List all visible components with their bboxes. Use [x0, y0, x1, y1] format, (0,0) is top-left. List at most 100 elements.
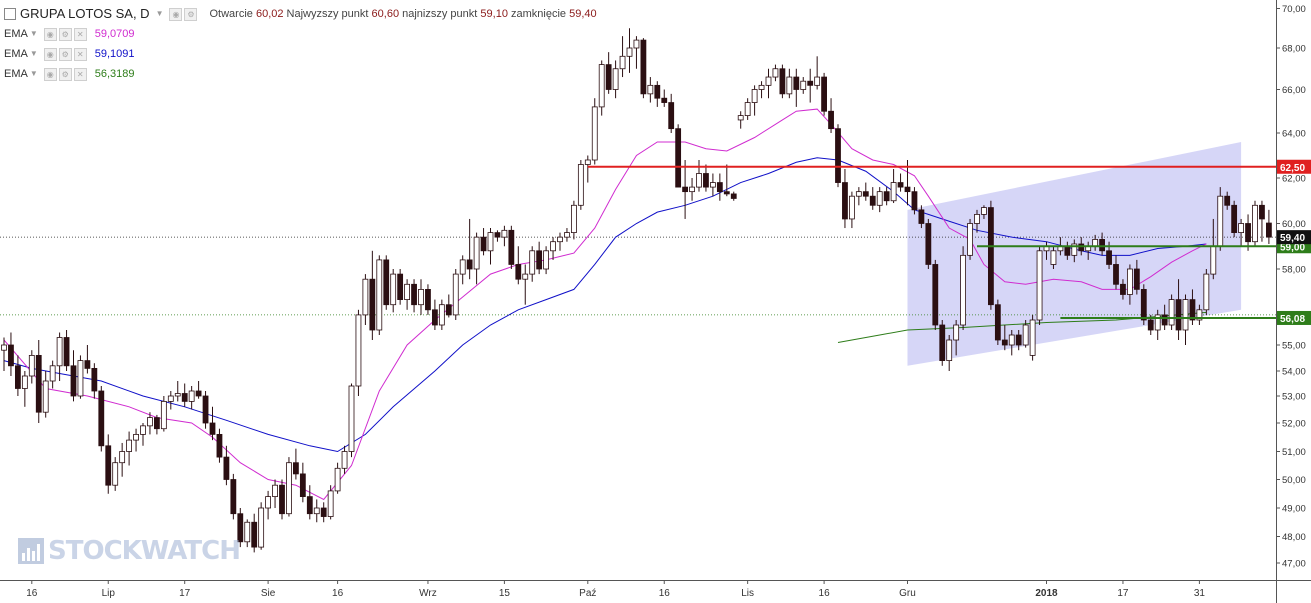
candle	[376, 255, 383, 335]
visibility-icon[interactable]: ◉	[43, 47, 57, 61]
ema-name[interactable]: EMA	[4, 28, 28, 40]
low-label: najnizszy punkt	[402, 8, 478, 20]
chevron-down-icon[interactable]: ▼	[29, 29, 38, 38]
candle	[383, 255, 390, 310]
level-price-tag-bg	[1277, 159, 1311, 174]
candle	[35, 340, 42, 423]
candle-body	[1064, 245, 1071, 256]
candle-body	[251, 521, 258, 548]
visibility-icon[interactable]: ◉	[43, 67, 57, 81]
candle-body	[786, 76, 793, 95]
candle-body	[703, 173, 709, 188]
visibility-icon[interactable]: ◉	[169, 7, 183, 21]
candle	[869, 187, 876, 210]
candle	[418, 279, 424, 315]
candle	[1266, 209, 1272, 244]
candle	[564, 228, 570, 242]
candle	[1120, 279, 1126, 300]
time-tick-label: Gru	[899, 588, 916, 599]
candle	[932, 259, 939, 330]
price-tick-label: 58,00	[1282, 265, 1306, 276]
collapse-legend-icon[interactable]	[4, 8, 16, 20]
settings-icon[interactable]: ⚙	[58, 27, 72, 41]
candle	[425, 284, 431, 315]
candle	[828, 98, 834, 133]
ema-row-2: EMA ▼ ◉ ⚙ ✕ 59,1091	[4, 44, 597, 64]
candle-body	[431, 309, 438, 326]
candle-body	[452, 273, 459, 316]
candle	[1224, 191, 1231, 210]
candle-body	[21, 375, 28, 389]
candle-body	[807, 80, 814, 86]
candle-body	[418, 288, 424, 306]
time-tick-label: 17	[179, 588, 191, 599]
candle	[362, 274, 369, 325]
chevron-down-icon[interactable]: ▼	[29, 49, 38, 58]
candle	[487, 228, 494, 265]
candle-body	[981, 207, 987, 215]
candle-body	[355, 314, 362, 387]
close-icon[interactable]: ✕	[73, 47, 87, 61]
candle-body	[779, 68, 786, 95]
candle-body	[571, 204, 577, 234]
ema-name[interactable]: EMA	[4, 68, 28, 80]
candle	[49, 360, 56, 389]
candle-body	[1099, 239, 1105, 252]
visibility-icon[interactable]: ◉	[43, 27, 57, 41]
candle-body	[550, 241, 556, 252]
candle	[814, 56, 821, 90]
candle	[237, 508, 244, 548]
candle-body	[320, 507, 327, 517]
candle	[584, 155, 591, 183]
candle-body	[202, 395, 209, 424]
time-tick-label: 17	[1117, 588, 1129, 599]
candle	[626, 28, 633, 73]
candle	[84, 345, 91, 374]
ema-value: 56,3189	[94, 68, 135, 80]
candle-body	[14, 365, 21, 389]
candle	[849, 191, 855, 229]
ema-name[interactable]: EMA	[4, 48, 28, 60]
settings-icon[interactable]: ⚙	[58, 67, 72, 81]
candle	[1015, 330, 1022, 351]
candle	[279, 479, 285, 520]
candle-body	[98, 390, 105, 447]
candle	[890, 169, 897, 204]
candle-body	[591, 106, 598, 161]
candle	[661, 89, 668, 107]
candle	[230, 473, 237, 520]
price-tick-label: 62,00	[1282, 174, 1306, 185]
candle-body	[411, 283, 417, 306]
candle-body	[63, 337, 70, 367]
candle-body	[869, 195, 876, 206]
candle-body	[828, 110, 834, 130]
candle	[591, 98, 598, 165]
candle	[258, 502, 265, 550]
candle-body	[1071, 243, 1078, 256]
settings-icon[interactable]: ⚙	[184, 7, 198, 21]
candle	[286, 457, 292, 517]
candle	[1189, 289, 1196, 325]
candle-body	[716, 182, 723, 193]
settings-icon[interactable]: ⚙	[58, 47, 72, 61]
candle-body	[49, 365, 56, 382]
candle	[967, 218, 973, 260]
candle	[56, 332, 63, 381]
candle	[779, 64, 786, 99]
chevron-down-icon[interactable]: ▼	[29, 69, 38, 78]
symbol-title[interactable]: GRUPA LOTOS SA, D	[20, 6, 150, 21]
close-icon[interactable]: ✕	[73, 67, 87, 81]
close-icon[interactable]: ✕	[73, 27, 87, 41]
candle-body	[814, 76, 821, 86]
candle	[126, 431, 132, 466]
candle	[716, 173, 723, 201]
candle-body	[543, 250, 549, 270]
time-tick-label: 16	[819, 588, 831, 599]
candle	[876, 187, 883, 213]
candle-body	[237, 513, 244, 543]
candle	[119, 442, 126, 477]
candle	[522, 264, 529, 305]
chevron-down-icon[interactable]: ▼	[155, 9, 164, 18]
ema-value: 59,0709	[94, 28, 135, 40]
